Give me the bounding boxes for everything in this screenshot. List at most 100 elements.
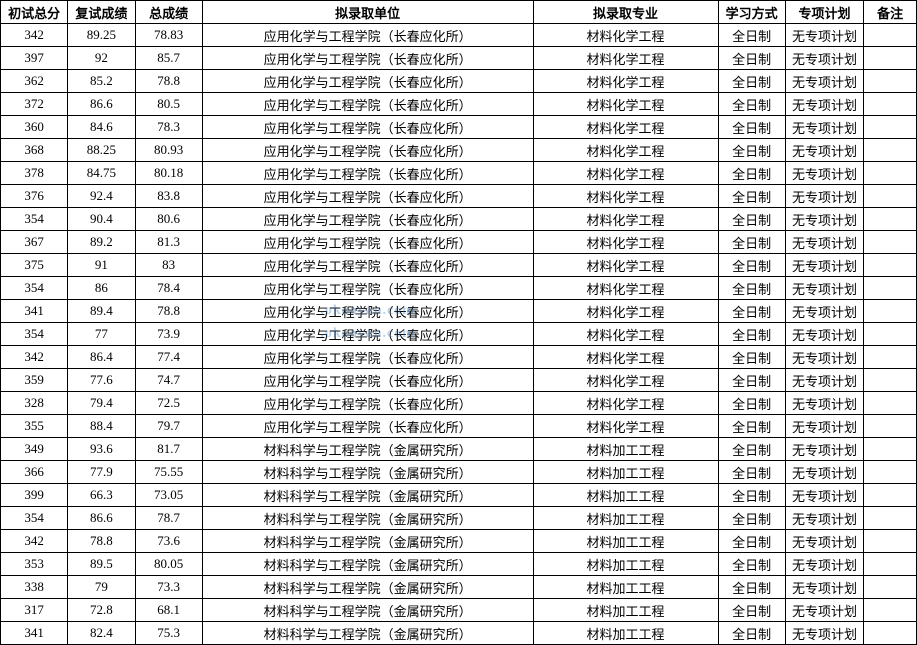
cell-c6: 无专项计划 [785, 254, 863, 277]
cell-c2: 68.1 [135, 599, 202, 622]
table-row: 36677.975.55材料科学与工程学院（金属研究所）材料加工工程全日制无专项… [1, 461, 917, 484]
cell-c6: 无专项计划 [785, 392, 863, 415]
cell-c2: 80.18 [135, 162, 202, 185]
cell-c6: 无专项计划 [785, 277, 863, 300]
cell-c4: 材料化学工程 [533, 415, 718, 438]
cell-c4: 材料化学工程 [533, 323, 718, 346]
cell-c6: 无专项计划 [785, 300, 863, 323]
cell-c2: 80.05 [135, 553, 202, 576]
cell-c6: 无专项计划 [785, 622, 863, 645]
cell-c0: 362 [1, 70, 68, 93]
cell-c7 [864, 70, 917, 93]
cell-c7 [864, 300, 917, 323]
cell-c4: 材料化学工程 [533, 392, 718, 415]
cell-c7 [864, 599, 917, 622]
table-row: 3759183应用化学与工程学院（长春应化所）材料化学工程全日制无专项计划 [1, 254, 917, 277]
cell-c1: 84.75 [68, 162, 135, 185]
cell-c4: 材料加工工程 [533, 461, 718, 484]
cell-c7 [864, 24, 917, 47]
cell-c3: 应用化学与工程学院（长春应化所） [202, 415, 533, 438]
cell-c0: 338 [1, 576, 68, 599]
cell-c0: 354 [1, 507, 68, 530]
cell-c1: 72.8 [68, 599, 135, 622]
cell-c4: 材料加工工程 [533, 438, 718, 461]
cell-c1: 88.25 [68, 139, 135, 162]
cell-c2: 78.4 [135, 277, 202, 300]
cell-c0: 360 [1, 116, 68, 139]
cell-c0: 376 [1, 185, 68, 208]
cell-c5: 全日制 [718, 530, 785, 553]
cell-c3: 应用化学与工程学院（长春应化所） [202, 24, 533, 47]
cell-c6: 无专项计划 [785, 507, 863, 530]
cell-c6: 无专项计划 [785, 185, 863, 208]
cell-c3: 材料科学与工程学院（金属研究所） [202, 484, 533, 507]
table-row: 39966.373.05材料科学与工程学院（金属研究所）材料加工工程全日制无专项… [1, 484, 917, 507]
cell-c4: 材料化学工程 [533, 93, 718, 116]
table-row: 37286.680.5应用化学与工程学院（长春应化所）材料化学工程全日制无专项计… [1, 93, 917, 116]
cell-c7 [864, 93, 917, 116]
cell-c0: 354 [1, 277, 68, 300]
cell-c1: 77.9 [68, 461, 135, 484]
cell-c6: 无专项计划 [785, 438, 863, 461]
col-header-c4: 拟录取专业 [533, 1, 718, 24]
cell-c1: 79.4 [68, 392, 135, 415]
table-row: 37884.7580.18应用化学与工程学院（长春应化所）材料化学工程全日制无专… [1, 162, 917, 185]
cell-c7 [864, 254, 917, 277]
cell-c4: 材料加工工程 [533, 599, 718, 622]
cell-c0: 341 [1, 622, 68, 645]
cell-c6: 无专项计划 [785, 599, 863, 622]
cell-c3: 应用化学与工程学院（长春应化所） [202, 369, 533, 392]
cell-c5: 全日制 [718, 208, 785, 231]
cell-c6: 无专项计划 [785, 415, 863, 438]
table-row: 36888.2580.93应用化学与工程学院（长春应化所）材料化学工程全日制无专… [1, 139, 917, 162]
table-row: 35588.479.7应用化学与工程学院（长春应化所）材料化学工程全日制无专项计… [1, 415, 917, 438]
cell-c3: 材料科学与工程学院（金属研究所） [202, 622, 533, 645]
cell-c0: 317 [1, 599, 68, 622]
cell-c5: 全日制 [718, 346, 785, 369]
cell-c1: 91 [68, 254, 135, 277]
col-header-c6: 专项计划 [785, 1, 863, 24]
cell-c1: 86.6 [68, 507, 135, 530]
cell-c3: 材料科学与工程学院（金属研究所） [202, 599, 533, 622]
cell-c0: 368 [1, 139, 68, 162]
cell-c2: 72.5 [135, 392, 202, 415]
cell-c3: 应用化学与工程学院（长春应化所） [202, 47, 533, 70]
cell-c0: 399 [1, 484, 68, 507]
cell-c4: 材料加工工程 [533, 530, 718, 553]
cell-c4: 材料加工工程 [533, 507, 718, 530]
cell-c7 [864, 415, 917, 438]
cell-c5: 全日制 [718, 461, 785, 484]
cell-c3: 应用化学与工程学院（长春应化所） [202, 162, 533, 185]
cell-c5: 全日制 [718, 93, 785, 116]
cell-c7 [864, 438, 917, 461]
cell-c3: 应用化学与工程学院（长春应化所） [202, 208, 533, 231]
cell-c1: 77 [68, 323, 135, 346]
cell-c1: 66.3 [68, 484, 135, 507]
cell-c2: 78.8 [135, 300, 202, 323]
cell-c5: 全日制 [718, 139, 785, 162]
cell-c1: 89.25 [68, 24, 135, 47]
cell-c7 [864, 185, 917, 208]
cell-c0: 355 [1, 415, 68, 438]
cell-c2: 78.83 [135, 24, 202, 47]
table-row: 36789.281.3应用化学与工程学院（长春应化所）材料化学工程全日制无专项计… [1, 231, 917, 254]
cell-c5: 全日制 [718, 323, 785, 346]
cell-c3: 应用化学与工程学院（长春应化所） [202, 116, 533, 139]
cell-c2: 78.3 [135, 116, 202, 139]
cell-c5: 全日制 [718, 185, 785, 208]
cell-c7 [864, 461, 917, 484]
cell-c6: 无专项计划 [785, 47, 863, 70]
cell-c2: 75.3 [135, 622, 202, 645]
cell-c7 [864, 369, 917, 392]
cell-c1: 82.4 [68, 622, 135, 645]
cell-c0: 359 [1, 369, 68, 392]
cell-c1: 86.4 [68, 346, 135, 369]
table-row: 3547773.9应用化学与工程学院（长春应化所）.okaoyan.com材料化… [1, 323, 917, 346]
cell-c1: 85.2 [68, 70, 135, 93]
cell-c5: 全日制 [718, 392, 785, 415]
cell-c5: 全日制 [718, 507, 785, 530]
table-row: 34182.475.3材料科学与工程学院（金属研究所）材料加工工程全日制无专项计… [1, 622, 917, 645]
cell-c2: 83.8 [135, 185, 202, 208]
cell-c5: 全日制 [718, 254, 785, 277]
cell-c0: 342 [1, 530, 68, 553]
